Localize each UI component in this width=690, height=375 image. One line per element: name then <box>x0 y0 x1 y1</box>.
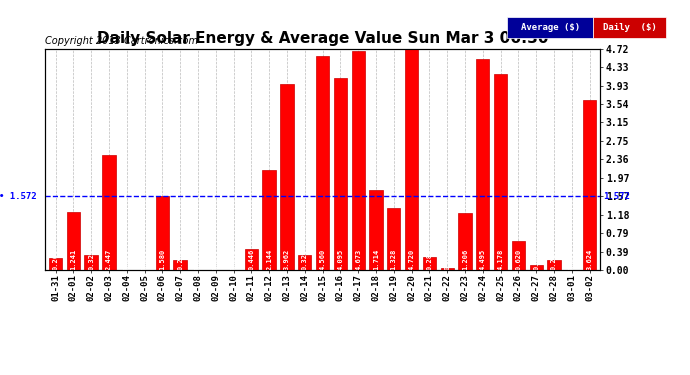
Text: 0.000: 0.000 <box>124 248 130 270</box>
Text: 0.284: 0.284 <box>426 248 433 270</box>
Text: 4.495: 4.495 <box>480 248 486 270</box>
Bar <box>102 155 116 270</box>
Text: 4.560: 4.560 <box>319 248 326 270</box>
Bar <box>245 249 258 270</box>
Bar <box>547 260 561 270</box>
Bar <box>298 255 311 270</box>
Bar <box>351 51 365 270</box>
Bar <box>583 100 596 270</box>
Text: 3.624: 3.624 <box>586 248 593 270</box>
Text: 0.210: 0.210 <box>551 248 557 270</box>
Bar <box>369 190 383 270</box>
Bar <box>67 212 80 270</box>
Bar <box>84 255 98 270</box>
Text: 4.095: 4.095 <box>337 248 344 270</box>
Text: 2.144: 2.144 <box>266 248 272 270</box>
Text: 1.714: 1.714 <box>373 248 379 270</box>
Text: 3.962: 3.962 <box>284 248 290 270</box>
Bar <box>458 213 472 270</box>
Text: 0.035: 0.035 <box>444 248 450 270</box>
Bar <box>156 196 169 270</box>
Text: 1.580: 1.580 <box>159 248 166 270</box>
Text: 0.320: 0.320 <box>302 248 308 270</box>
Text: 1.328: 1.328 <box>391 248 397 270</box>
Bar <box>173 260 187 270</box>
Text: 1.206: 1.206 <box>462 248 468 270</box>
Text: 4.178: 4.178 <box>497 248 504 270</box>
Text: Copyright 2013 Cartronics.com: Copyright 2013 Cartronics.com <box>45 36 198 46</box>
Text: 0.620: 0.620 <box>515 248 522 270</box>
Bar <box>440 268 454 270</box>
Text: 0.000: 0.000 <box>569 248 575 270</box>
Text: 0.323: 0.323 <box>88 248 94 270</box>
Text: 0.104: 0.104 <box>533 248 539 270</box>
Bar <box>262 170 276 270</box>
Title: Daily Solar Energy & Average Value Sun Mar 3 06:30: Daily Solar Energy & Average Value Sun M… <box>97 31 549 46</box>
Text: • 1.572: • 1.572 <box>0 192 37 201</box>
Text: 0.002: 0.002 <box>230 248 237 270</box>
Text: 0.000: 0.000 <box>213 248 219 270</box>
Text: 1.241: 1.241 <box>70 248 77 270</box>
Text: 0.000: 0.000 <box>195 248 201 270</box>
Bar <box>334 78 347 270</box>
Text: 0.446: 0.446 <box>248 248 255 270</box>
Text: 4.720: 4.720 <box>408 248 415 270</box>
Text: 1.572: 1.572 <box>603 192 630 201</box>
Text: Daily  ($): Daily ($) <box>603 22 656 32</box>
Bar <box>280 84 294 270</box>
Bar <box>49 258 62 270</box>
Text: 2.447: 2.447 <box>106 248 112 270</box>
Bar <box>529 265 543 270</box>
Text: 0.266: 0.266 <box>52 248 59 270</box>
Bar <box>405 49 418 270</box>
Text: 4.673: 4.673 <box>355 248 361 270</box>
Text: Average ($): Average ($) <box>521 22 580 32</box>
Bar <box>494 74 507 270</box>
Bar <box>387 208 400 270</box>
Text: 0.000: 0.000 <box>141 248 148 270</box>
Bar <box>512 241 525 270</box>
Text: 0.204: 0.204 <box>177 248 183 270</box>
Bar <box>423 256 436 270</box>
Bar <box>316 56 329 270</box>
Bar <box>476 59 489 270</box>
